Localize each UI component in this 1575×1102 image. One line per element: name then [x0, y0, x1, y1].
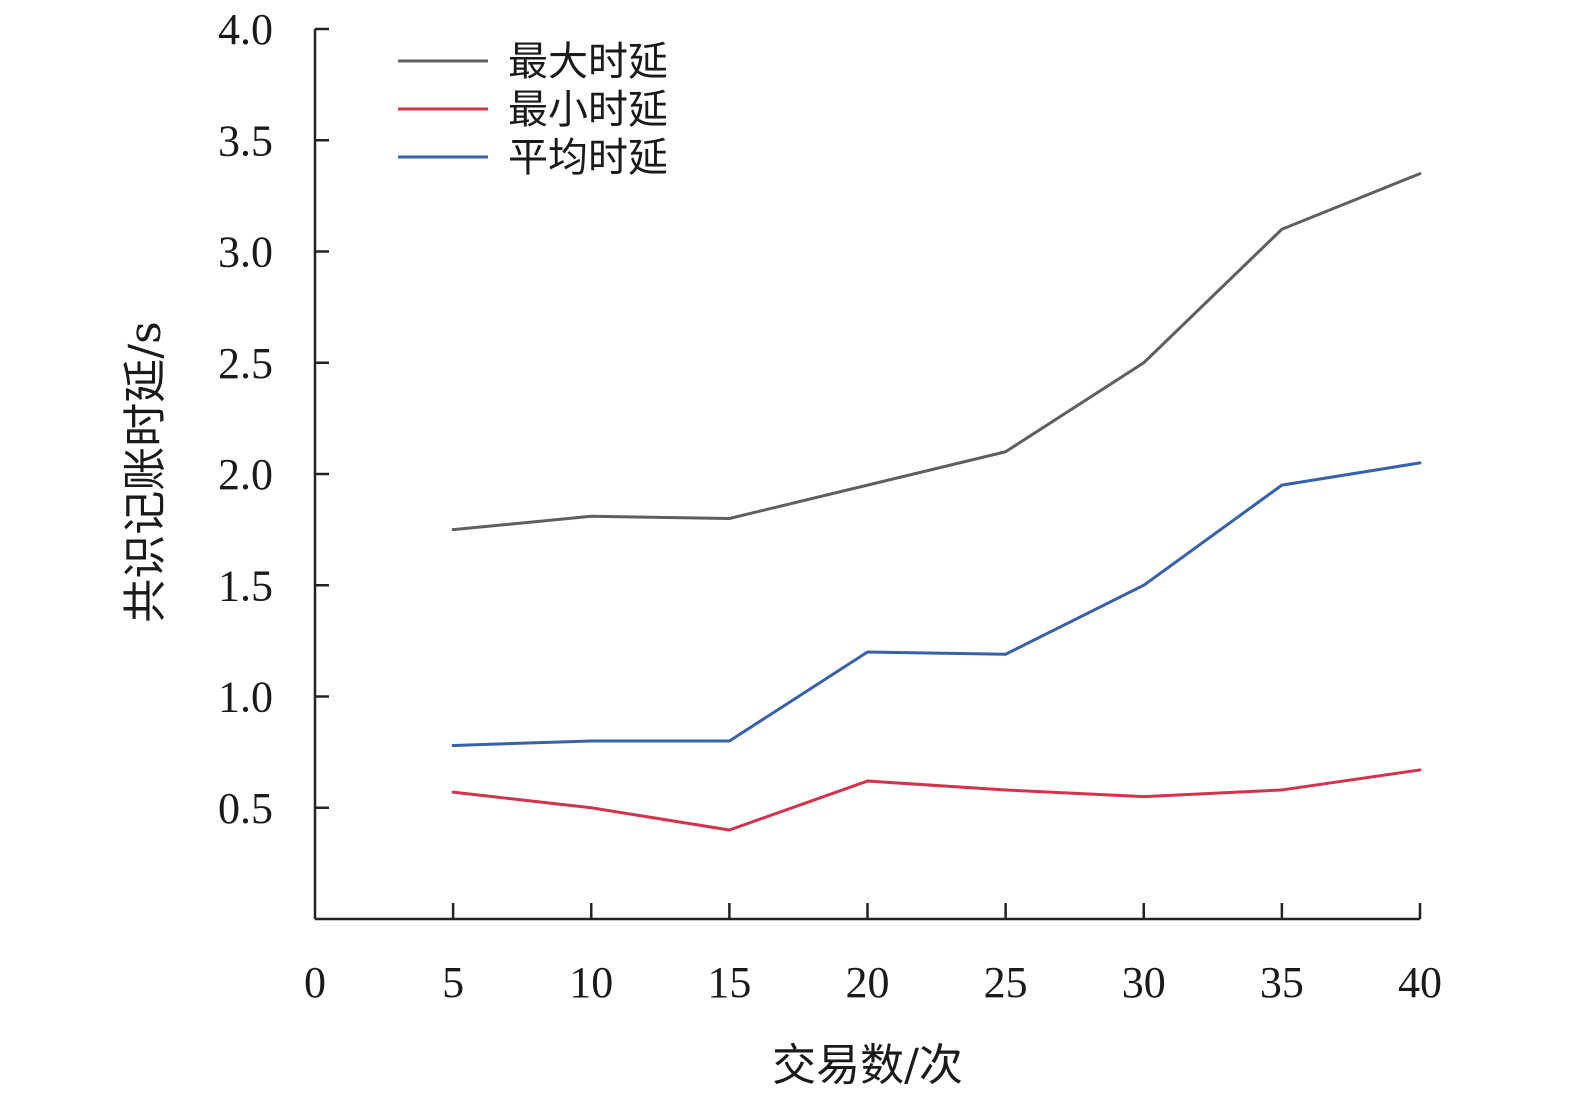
y-tick-label: 2.5	[218, 339, 273, 388]
series-lines	[451, 172, 1422, 832]
y-tick-label: 1.5	[218, 561, 273, 610]
x-tick-label: 35	[1260, 958, 1304, 1007]
x-tick-label: 10	[569, 958, 613, 1007]
x-tick-label: 25	[984, 958, 1028, 1007]
x-ticks: 0 5 10 15 20 25 30 35 40	[304, 903, 1442, 1007]
series-line-2	[451, 768, 1422, 832]
series-line-1	[451, 172, 1422, 532]
x-axis-title: 交易数/次	[772, 1040, 963, 1091]
x-tick-label: 30	[1122, 958, 1166, 1007]
y-tick-label: 1.0	[218, 673, 273, 722]
series-line-3	[451, 461, 1422, 747]
y-axis-title: 共识记账时延/s	[120, 321, 171, 622]
y-tick-label: 2.0	[218, 450, 273, 499]
y-ticks: 0.5 1.0 1.5 2.0 2.5 3.0 3.5 4.0	[218, 5, 329, 833]
y-tick-label: 4.0	[218, 5, 273, 54]
x-tick-label: 5	[442, 958, 464, 1007]
axes	[313, 29, 1420, 921]
x-tick-label: 20	[846, 958, 890, 1007]
y-tick-label: 0.5	[218, 784, 273, 833]
x-tick-label: 0	[304, 958, 326, 1007]
x-tick-label: 40	[1398, 958, 1442, 1007]
y-tick-label: 3.0	[218, 228, 273, 277]
legend-label-1: 最大时延	[508, 39, 668, 85]
legend-label-3: 平均时延	[508, 135, 668, 181]
x-tick-label: 15	[707, 958, 751, 1007]
legend-label-2: 最小时延	[508, 87, 668, 133]
y-tick-label: 3.5	[218, 116, 273, 165]
